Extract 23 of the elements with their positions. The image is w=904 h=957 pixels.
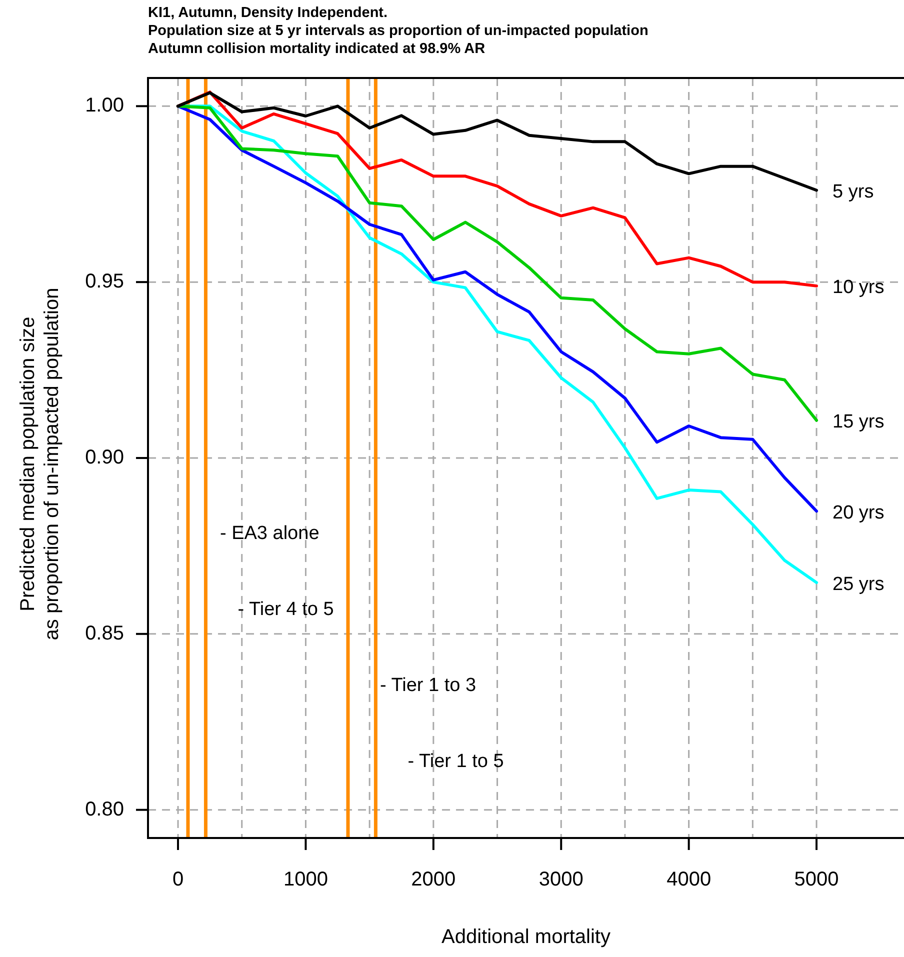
ref-line-label: - EA3 alone [220, 523, 320, 544]
y-tick-label: 1.00 [85, 94, 124, 117]
x-tick-label: 0 [172, 868, 184, 891]
y-tick-label: 0.95 [85, 270, 124, 293]
y-axis-title: Predicted median population size as proportion of un-impacted population [16, 286, 64, 642]
x-tick-label: 3000 [538, 868, 584, 891]
series-label: 15 yrs [832, 412, 884, 433]
x-tick-label: 5000 [794, 868, 839, 891]
ref-line-label: - Tier 1 to 3 [380, 675, 476, 696]
series-label: 5 yrs [832, 181, 874, 202]
y-tick-label: 0.80 [85, 798, 124, 820]
x-tick-label: 1000 [283, 868, 328, 891]
x-tick-label: 2000 [411, 868, 456, 891]
y-tick-label: 0.90 [85, 446, 124, 469]
x-axis-title: Additional mortality [440, 926, 612, 949]
x-tick-label: 4000 [666, 868, 712, 891]
series-label: 20 yrs [832, 502, 884, 524]
ref-line-label: - Tier 4 to 5 [238, 599, 334, 620]
y-tick-label: 0.85 [85, 622, 124, 644]
ref-line-label: - Tier 1 to 5 [408, 751, 504, 772]
chart-title: KI1, Autumn, Density Independent. Population size at 5 yr intervals as proportion of un-impacted population Autumn collision mortality indicated at 98.9% AR [148, 4, 648, 58]
series-label: 10 yrs [832, 277, 884, 298]
series-label: 25 yrs [832, 574, 884, 595]
